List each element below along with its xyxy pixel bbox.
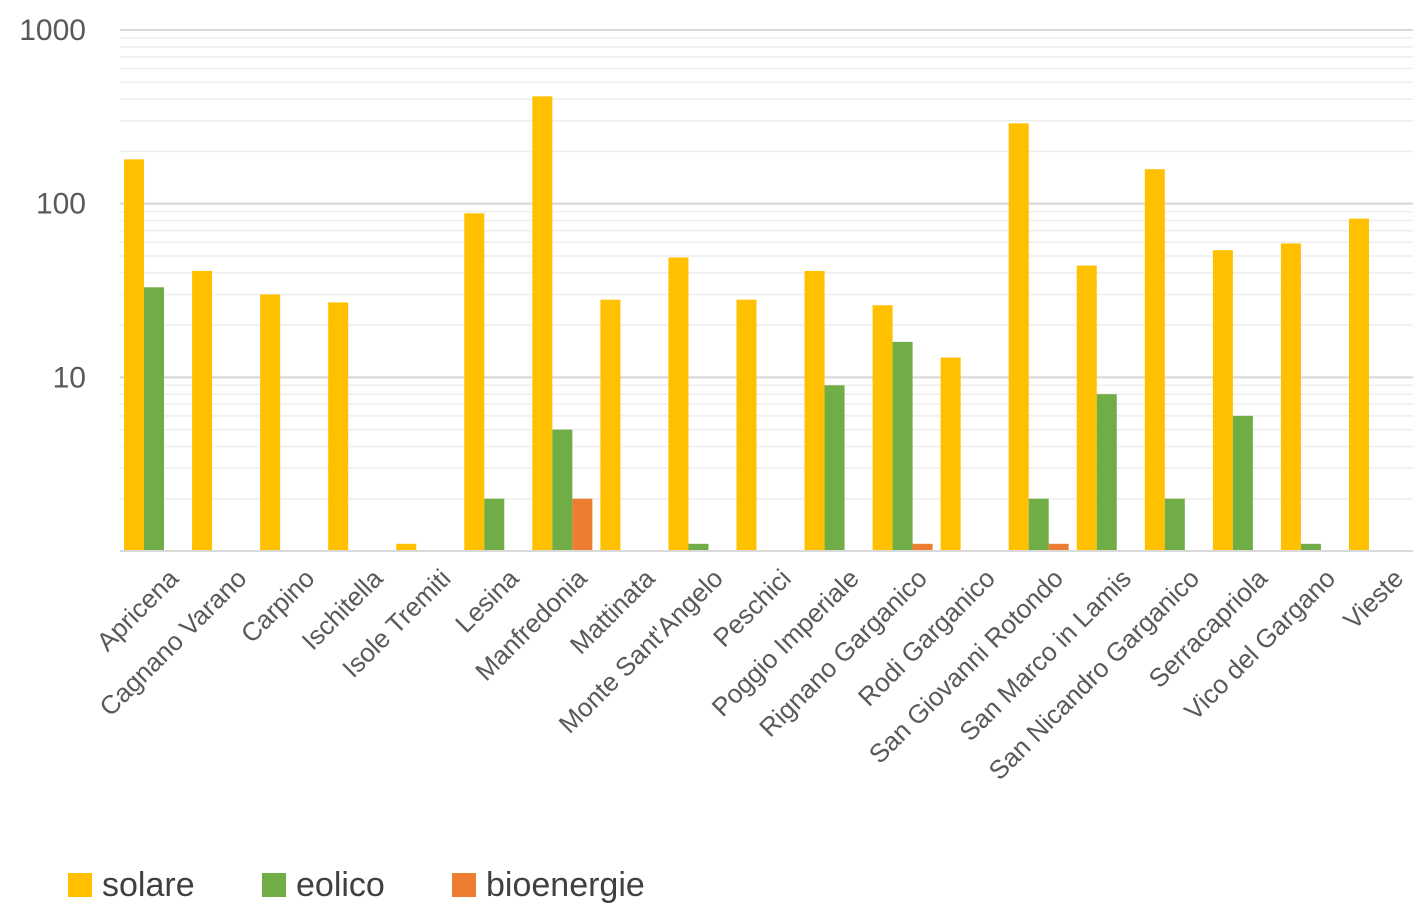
bar-solare (1212, 250, 1233, 552)
bar-bioenergie (1048, 543, 1069, 551)
bar-solare (396, 543, 417, 551)
bar-eolico (484, 498, 505, 551)
legend-swatch (262, 873, 286, 897)
legend-swatch (68, 873, 92, 897)
bar-solare (1076, 265, 1097, 551)
y-tick-label: 1000 (19, 14, 86, 47)
bar-eolico (1096, 394, 1117, 551)
bar-solare (600, 299, 621, 551)
legend-label: bioenergie (486, 866, 645, 904)
y-tick-label: 100 (36, 188, 86, 221)
bar-solare (736, 299, 757, 551)
bar-solare (192, 270, 213, 551)
bar-bioenergie (572, 498, 593, 551)
y-axis-tick-labels: 10 100 1000 (19, 14, 86, 394)
legend: solare eolico bioenergie (68, 866, 645, 904)
bar-solare (260, 294, 281, 551)
legend-item-solare: solare (68, 866, 195, 904)
bar-solare (532, 96, 553, 552)
bar-eolico (144, 287, 165, 551)
legend-label: eolico (296, 866, 385, 904)
bar-eolico (892, 341, 913, 551)
bar-solare (872, 305, 893, 551)
bar-eolico (1300, 543, 1321, 551)
bars (124, 96, 1369, 552)
bar-solare (1348, 218, 1369, 551)
legend-swatch (452, 873, 476, 897)
bar-solare (668, 257, 689, 551)
bar-eolico (824, 385, 845, 551)
bar-solare (1144, 169, 1165, 551)
bar-eolico (552, 429, 573, 551)
bar-solare (328, 302, 349, 551)
legend-item-bioenergie: bioenergie (452, 866, 645, 904)
bar-eolico (1164, 498, 1185, 551)
bar-solare (940, 357, 961, 551)
x-category-label: Vieste (1337, 563, 1409, 635)
bar-eolico (1028, 498, 1049, 551)
bar-solare (1280, 243, 1301, 551)
bar-solare (124, 159, 145, 551)
bar-bioenergie (912, 543, 933, 551)
bar-eolico (688, 543, 709, 551)
bar-solare (1008, 123, 1029, 551)
legend-item-eolico: eolico (262, 866, 385, 904)
bar-solare (804, 270, 825, 551)
bar-eolico (1232, 415, 1253, 551)
y-tick-label: 10 (53, 361, 86, 394)
legend-label: solare (102, 866, 195, 904)
bar-solare (464, 213, 485, 552)
